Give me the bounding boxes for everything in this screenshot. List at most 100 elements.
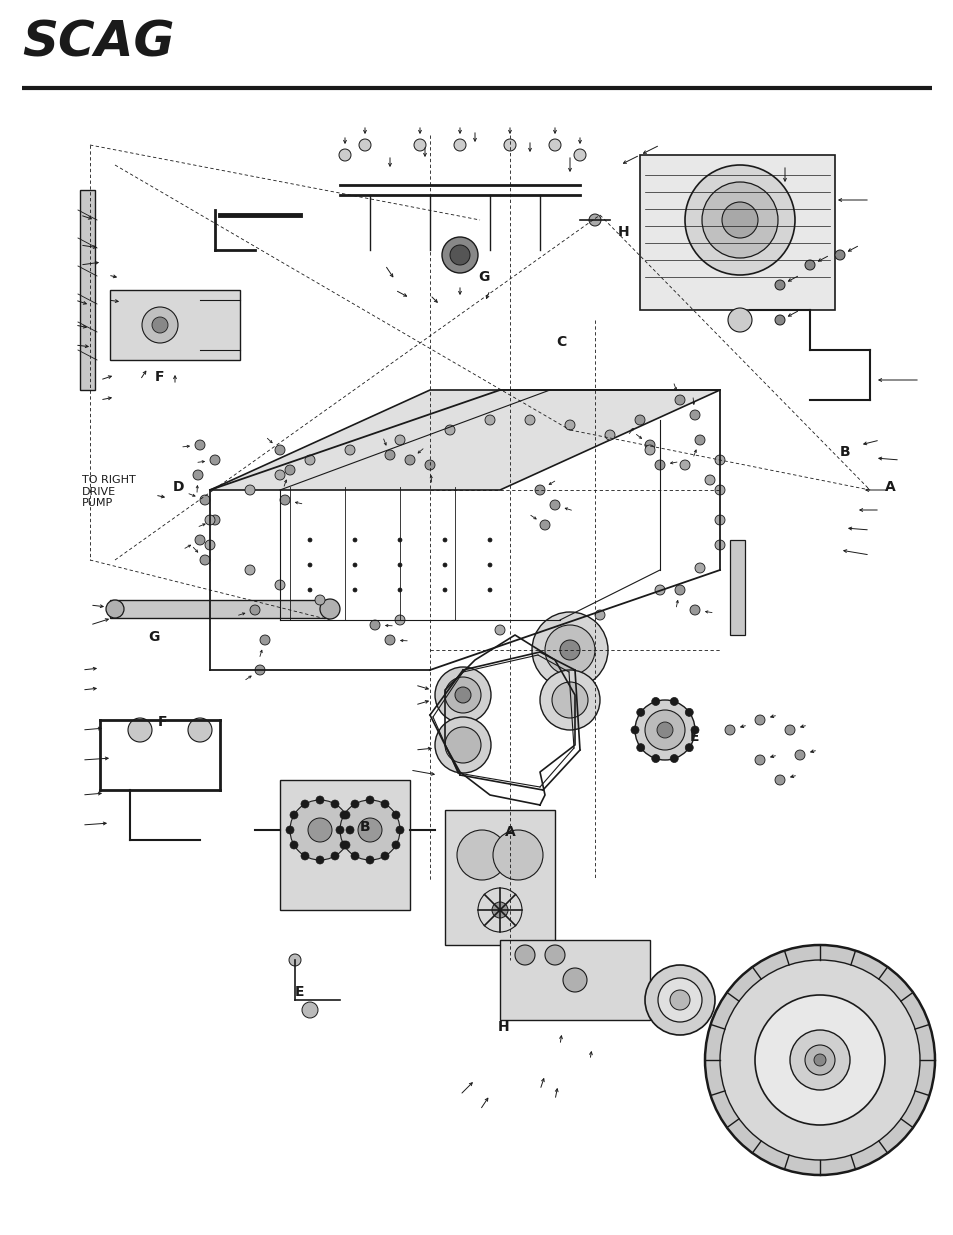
Circle shape: [444, 727, 480, 763]
Circle shape: [714, 485, 724, 495]
Circle shape: [454, 140, 465, 151]
Circle shape: [200, 495, 210, 505]
Circle shape: [260, 635, 270, 645]
Circle shape: [286, 826, 294, 834]
Circle shape: [305, 454, 314, 466]
Polygon shape: [499, 940, 649, 1020]
Circle shape: [357, 818, 381, 842]
Circle shape: [194, 535, 205, 545]
Circle shape: [380, 800, 389, 808]
Circle shape: [351, 852, 358, 860]
Circle shape: [335, 826, 344, 834]
Circle shape: [331, 800, 338, 808]
Circle shape: [754, 715, 764, 725]
Polygon shape: [280, 781, 410, 910]
Circle shape: [450, 245, 470, 266]
Text: G: G: [148, 630, 159, 643]
Circle shape: [341, 841, 350, 848]
Circle shape: [353, 538, 356, 542]
Circle shape: [834, 249, 844, 261]
Circle shape: [442, 588, 447, 592]
Circle shape: [358, 140, 371, 151]
Text: F: F: [158, 715, 168, 729]
Circle shape: [456, 830, 506, 881]
Circle shape: [245, 564, 254, 576]
Circle shape: [424, 459, 435, 471]
Circle shape: [550, 500, 559, 510]
Circle shape: [319, 599, 339, 619]
Circle shape: [689, 605, 700, 615]
Circle shape: [289, 953, 301, 966]
Circle shape: [142, 308, 178, 343]
Circle shape: [635, 700, 695, 760]
Circle shape: [532, 613, 607, 688]
Circle shape: [435, 667, 491, 722]
Circle shape: [274, 445, 285, 454]
Circle shape: [397, 538, 401, 542]
Circle shape: [724, 725, 734, 735]
Circle shape: [385, 635, 395, 645]
Circle shape: [651, 755, 659, 762]
Circle shape: [701, 182, 778, 258]
Circle shape: [370, 620, 379, 630]
Circle shape: [484, 415, 495, 425]
Text: D: D: [172, 480, 184, 494]
Circle shape: [548, 140, 560, 151]
Circle shape: [301, 800, 309, 808]
Circle shape: [754, 755, 764, 764]
Circle shape: [315, 797, 324, 804]
Circle shape: [308, 588, 312, 592]
Circle shape: [442, 538, 447, 542]
Circle shape: [395, 826, 403, 834]
Circle shape: [655, 585, 664, 595]
Circle shape: [636, 709, 644, 716]
Circle shape: [644, 965, 714, 1035]
Circle shape: [544, 945, 564, 965]
Circle shape: [689, 410, 700, 420]
Circle shape: [655, 459, 664, 471]
Circle shape: [345, 445, 355, 454]
Circle shape: [290, 841, 297, 848]
Text: G: G: [477, 270, 489, 284]
Text: A: A: [884, 480, 895, 494]
Circle shape: [552, 682, 587, 718]
Text: H: H: [618, 225, 629, 240]
Circle shape: [351, 800, 358, 808]
Circle shape: [274, 471, 285, 480]
Circle shape: [636, 743, 644, 752]
Circle shape: [503, 140, 516, 151]
Circle shape: [794, 750, 804, 760]
Circle shape: [727, 308, 751, 332]
Polygon shape: [729, 540, 744, 635]
Circle shape: [205, 515, 214, 525]
Text: E: E: [689, 730, 699, 743]
Circle shape: [210, 454, 220, 466]
Circle shape: [488, 588, 492, 592]
Circle shape: [574, 149, 585, 161]
Text: B: B: [840, 445, 850, 459]
Circle shape: [366, 797, 374, 804]
Circle shape: [397, 563, 401, 567]
Text: B: B: [359, 820, 370, 834]
Text: SCAG: SCAG: [22, 19, 174, 65]
Circle shape: [789, 1030, 849, 1091]
Circle shape: [205, 540, 214, 550]
Circle shape: [813, 1053, 825, 1066]
Circle shape: [308, 563, 312, 567]
Circle shape: [562, 968, 586, 992]
Circle shape: [784, 725, 794, 735]
Circle shape: [644, 445, 655, 454]
Circle shape: [670, 755, 678, 762]
Circle shape: [492, 902, 507, 918]
Circle shape: [290, 811, 297, 819]
Circle shape: [353, 563, 356, 567]
Circle shape: [544, 625, 595, 676]
Circle shape: [657, 722, 672, 739]
Circle shape: [559, 640, 579, 659]
Circle shape: [635, 415, 644, 425]
Circle shape: [194, 440, 205, 450]
Circle shape: [395, 615, 405, 625]
Circle shape: [385, 450, 395, 459]
Text: TO RIGHT
DRIVE
PUMP: TO RIGHT DRIVE PUMP: [82, 475, 135, 508]
Circle shape: [684, 709, 693, 716]
